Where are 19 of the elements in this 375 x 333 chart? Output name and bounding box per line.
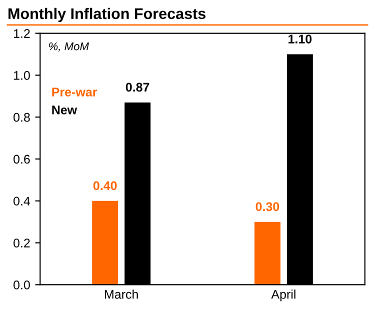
y-tick-label: 1.0: [14, 71, 30, 80]
y-tick-label: 0.8: [14, 112, 30, 122]
bar: [92, 200, 118, 285]
y-tick-label: 0.6: [14, 154, 30, 164]
data-label: 1.10: [288, 34, 312, 44]
x-tick-label: April: [271, 290, 296, 302]
y-tick-label: 0.0: [14, 280, 30, 290]
y-tick-label: 1.2: [14, 29, 30, 38]
chart-title: Monthly Inflation Forecasts: [8, 8, 206, 22]
data-label: 0.40: [93, 181, 117, 190]
data-label: 0.30: [256, 202, 280, 212]
text: Pre-war: [52, 88, 98, 96]
x-tick-label: March: [104, 290, 138, 299]
bar: [254, 222, 280, 285]
text: New: [52, 106, 78, 114]
data-label: 0.87: [126, 82, 150, 92]
y-tick-label: 0.4: [14, 196, 30, 206]
y-tick-label: 0.2: [14, 238, 30, 248]
y-axis-title: %, MoM: [49, 42, 89, 52]
